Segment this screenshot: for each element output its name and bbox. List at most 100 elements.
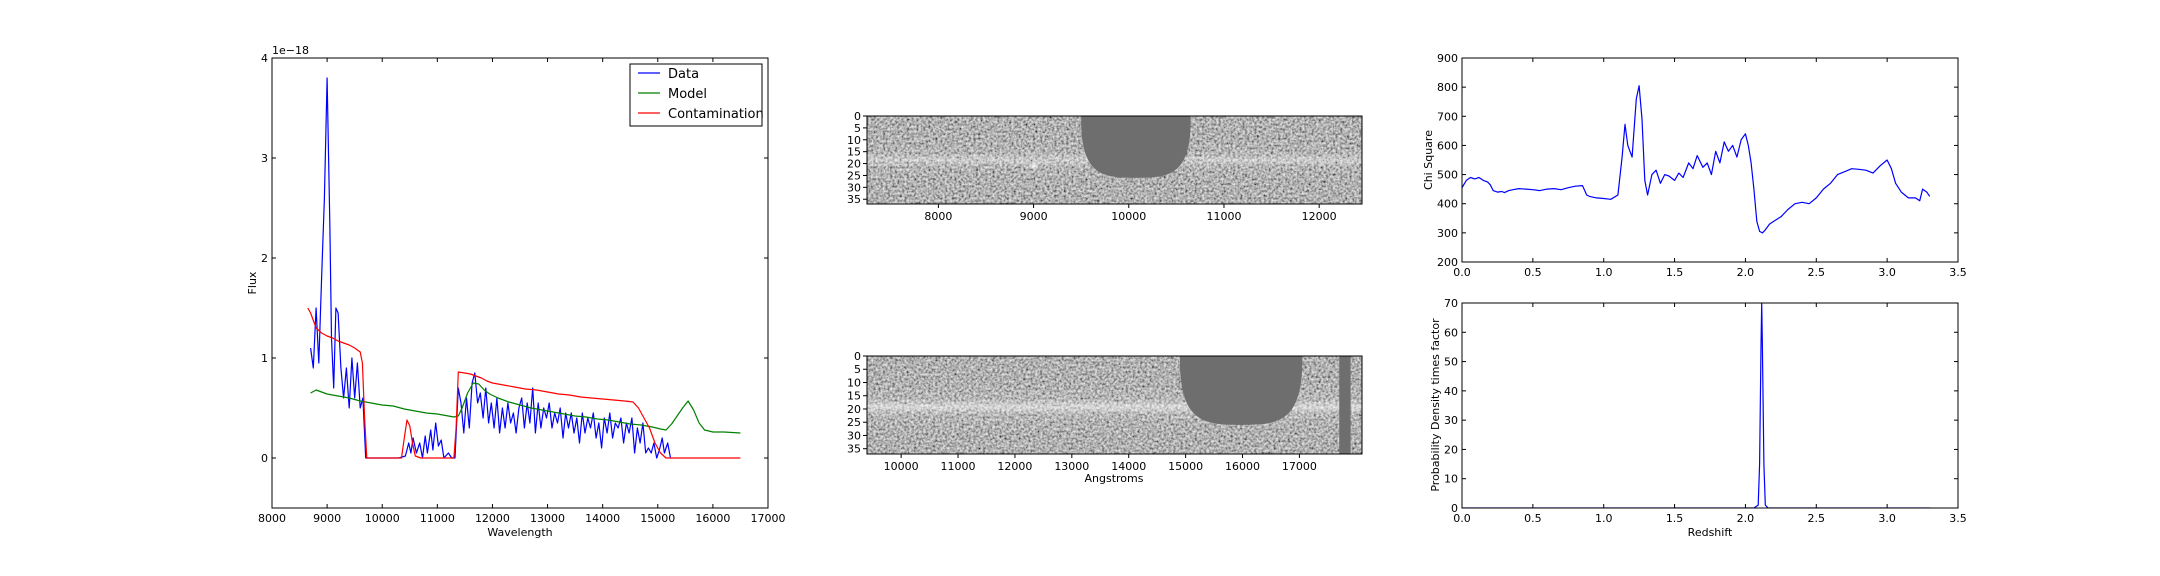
legend-label-data: Data [668,67,699,82]
y-tick-label: 2 [261,252,268,265]
series-line-0 [1462,85,1931,234]
x-tick-label: 14000 [1111,460,1146,473]
y-tick-label: 30 [847,181,861,194]
x-tick-label: 1.0 [1595,512,1613,525]
y-tick-label: 3 [261,152,268,165]
legend-label-model: Model [668,87,707,102]
x-tick-label: 3.5 [1949,512,1967,525]
spectrum2d-bottom-masked-strip [1339,356,1351,454]
y-tick-label: 5 [854,122,861,135]
y-tick-label: 35 [847,443,861,456]
x-tick-label: 0.5 [1524,512,1542,525]
legend: Data Model Contamination [629,63,764,127]
x-tick-label: 12000 [475,512,510,525]
spectrum-ylabel: Flux [246,271,259,294]
x-tick-label: 2.5 [1808,266,1826,279]
probability-axes-frame [1461,302,1959,509]
y-tick-label: 25 [847,416,861,429]
spectrum-xlabel: Wavelength [487,526,552,539]
probability-ylabel: Probability Density times factor [1429,318,1442,492]
y-tick-label: 300 [1437,227,1458,240]
spectrum2d-bottom-xlabel: Angstroms [1085,472,1144,485]
y-tick-label: 50 [1444,356,1458,369]
x-tick-label: 10000 [365,512,400,525]
x-tick-label: 2.5 [1808,512,1826,525]
y-tick-label: 10 [847,376,861,389]
spectrum-panel: 8000 9000 10000 11000 12000 13000 14000 15000 16… [246,44,786,539]
y-tick-label: 25 [847,169,861,182]
y-tick-label: 70 [1444,297,1458,310]
x-tick-label: 13000 [530,512,565,525]
y-tick-label: 10 [1444,473,1458,486]
x-tick-label: 12000 [997,460,1032,473]
y-tick-label: 700 [1437,110,1458,123]
x-tick-label: 8000 [924,210,952,223]
spectrum-axes-frame [271,57,769,509]
probability-xlabel: Redshift [1688,526,1733,539]
y-tick-label: 60 [1444,326,1458,339]
y-tick-label: 4 [261,52,268,65]
x-tick-label: 11000 [1206,210,1241,223]
y-tick-label: 15 [847,146,861,159]
spectrum2d-bottom-masked-region [1179,356,1303,425]
x-tick-label: 17000 [751,512,786,525]
x-tick-label: 14000 [585,512,620,525]
x-tick-label: 16000 [1225,460,1260,473]
x-tick-label: 3.0 [1878,512,1896,525]
x-tick-label: 0.0 [1453,266,1471,279]
x-tick-label: 13000 [1054,460,1089,473]
spectrum2d-bottom-panel: 10000 11000 12000 13000 14000 15000 16000 17000… [847,350,1363,485]
y-tick-label: 35 [847,193,861,206]
x-tick-label: 15000 [640,512,675,525]
y-tick-label: 200 [1437,256,1458,269]
y-tick-label: 500 [1437,169,1458,182]
x-tick-label: 8000 [258,512,286,525]
x-tick-label: 17000 [1282,460,1317,473]
y-tick-label: 400 [1437,198,1458,211]
legend-label-contamination: Contamination [668,107,764,122]
x-tick-label: 15000 [1168,460,1203,473]
x-tick-label: 0.0 [1453,512,1471,525]
y-tick-label: 30 [1444,414,1458,427]
series-line-data [310,77,672,459]
x-tick-label: 1.5 [1666,512,1684,525]
x-tick-label: 10000 [1111,210,1146,223]
x-tick-label: 2.0 [1737,512,1755,525]
series-line-contamination [307,307,741,459]
spectrum-offset-text: 1e−18 [272,44,309,57]
y-tick-label: 20 [847,403,861,416]
legend-frame [629,63,763,127]
x-tick-label: 12000 [1302,210,1337,223]
x-tick-label: 3.0 [1878,266,1896,279]
x-tick-label: 9000 [313,512,341,525]
y-tick-label: 0 [854,110,861,123]
spectrum2d-top-masked-region [1081,116,1191,178]
y-tick-label: 20 [847,158,861,171]
y-tick-label: 5 [854,363,861,376]
spectrum2d-top-frame [866,115,1363,205]
y-tick-label: 800 [1437,81,1458,94]
series-line-0 [1462,303,1930,508]
probability-panel: 0.0 0.5 1.0 1.5 2.0 2.5 3.0 3.5010203040506070 … [1429,297,1967,539]
x-tick-label: 11000 [941,460,976,473]
y-tick-label: 0 [1451,502,1458,515]
x-tick-label: 0.5 [1524,266,1542,279]
chi-square-panel: 0.0 0.5 1.0 1.5 2.0 2.5 3.0 3.5 200 300 400 500 600 7… [1422,52,1967,279]
x-tick-label: 9000 [1020,210,1048,223]
x-tick-label: 1.0 [1595,266,1613,279]
x-tick-label: 1.5 [1666,266,1684,279]
y-tick-label: 600 [1437,139,1458,152]
x-tick-label: 2.0 [1737,266,1755,279]
y-tick-label: 0 [261,452,268,465]
x-tick-label: 11000 [420,512,455,525]
spectrum2d-bottom-frame [866,355,1363,455]
spectrum2d-top-bright-spot [1028,161,1039,170]
y-tick-label: 900 [1437,52,1458,65]
chi-square-ylabel: Chi Square [1422,130,1435,190]
y-tick-label: 1 [261,352,268,365]
y-tick-label: 20 [1444,443,1458,456]
y-tick-label: 10 [847,134,861,147]
chi-square-axes-frame [1461,57,1959,263]
